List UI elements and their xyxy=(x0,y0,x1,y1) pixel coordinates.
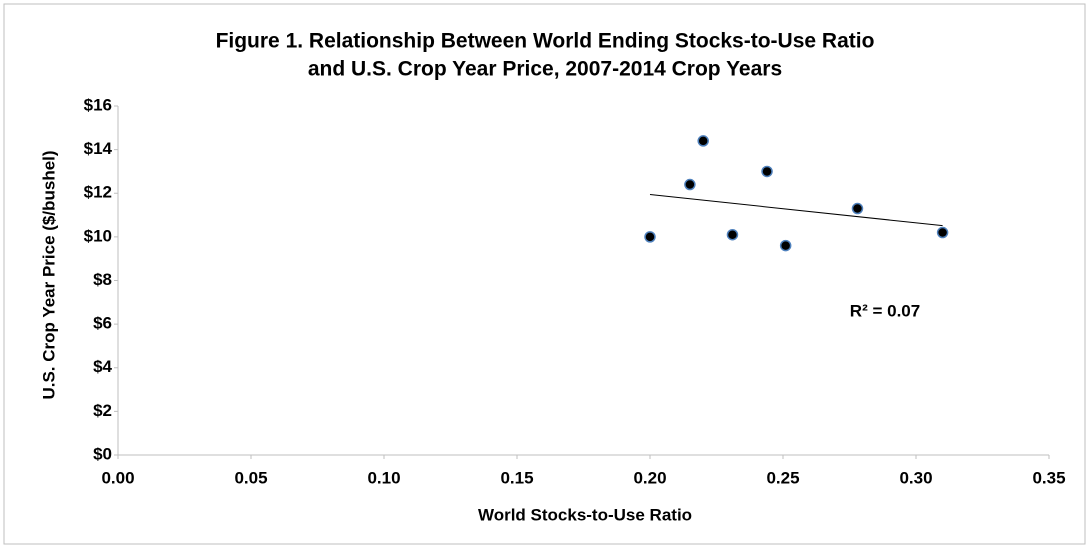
x-tick-label: 0.30 xyxy=(899,468,932,487)
y-tick-label: $16 xyxy=(84,95,112,114)
point xyxy=(697,135,709,147)
chart-title: Figure 1. Relationship Between World End… xyxy=(216,30,875,53)
point xyxy=(684,178,696,191)
annotation: R² = 0.07 xyxy=(850,301,920,320)
chart-border xyxy=(3,3,1086,545)
x-tick-label: 0.35 xyxy=(1032,468,1065,487)
y-axis-label: U.S. Crop Year Price ($/bushel) xyxy=(39,150,58,399)
x-axis-label: World Stocks-to-Use Ratio xyxy=(478,505,692,524)
x-tick-label: 0.20 xyxy=(633,468,666,487)
trendline xyxy=(649,194,943,227)
x-tick-label: 0.00 xyxy=(101,468,134,487)
y-tick-label: $6 xyxy=(93,314,112,333)
point xyxy=(779,239,792,252)
point xyxy=(644,231,656,243)
x-tick-label: 0.25 xyxy=(766,468,799,487)
chart-title: and U.S. Crop Year Price, 2007-2014 Crop… xyxy=(308,58,782,81)
point xyxy=(851,202,864,215)
point xyxy=(761,165,773,178)
point xyxy=(936,226,949,239)
y-tick-label: $10 xyxy=(84,226,112,245)
point xyxy=(726,228,739,241)
y-tick-label: $0 xyxy=(93,444,112,463)
y-tick-label: $4 xyxy=(93,357,112,376)
y-tick-label: $14 xyxy=(84,139,113,158)
y-tick-label: $2 xyxy=(93,401,112,420)
y-tick-label: $8 xyxy=(93,270,112,289)
x-tick-label: 0.15 xyxy=(500,468,533,487)
x-tick-label: 0.10 xyxy=(367,468,400,487)
y-tick-label: $12 xyxy=(84,183,112,202)
x-tick-label: 0.05 xyxy=(234,468,267,487)
